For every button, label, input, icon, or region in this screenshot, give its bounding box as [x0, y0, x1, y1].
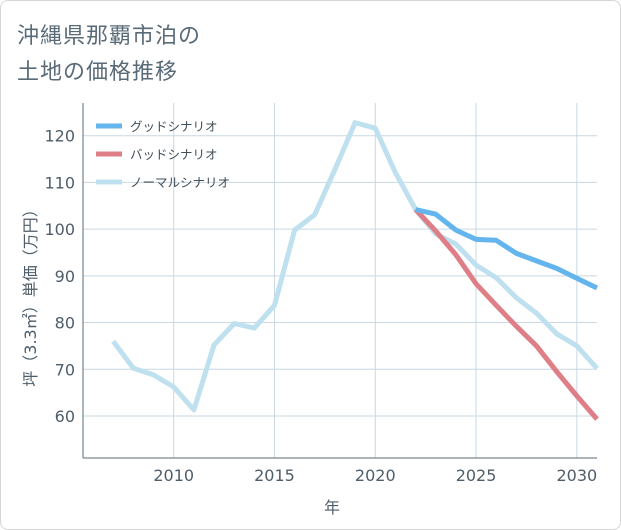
x-tick-label-2010: 2010 [153, 466, 194, 485]
legend-label-normal: ノーマルシナリオ [130, 175, 230, 190]
y-tick-label-70: 70 [55, 360, 75, 379]
y-tick-label-100: 100 [44, 220, 75, 239]
y-tick-label-110: 110 [44, 173, 75, 192]
y-tick-label-90: 90 [55, 267, 75, 286]
y-tick-label-120: 120 [44, 127, 75, 146]
tick-labels: 60 70 80 90 100 110 120 2010 2015 2020 2025 2030 [44, 127, 597, 485]
chart-title-line-1: 沖縄県那覇市泊の [17, 24, 202, 49]
x-tick-label-2020: 2020 [355, 466, 396, 485]
x-tick-label-2015: 2015 [254, 466, 295, 485]
axes [82, 103, 597, 459]
x-axis-label: 年 [324, 498, 340, 517]
series-lines [111, 120, 599, 421]
x-tick-label-2025: 2025 [456, 466, 497, 485]
legend-label-good: グッドシナリオ [130, 119, 218, 134]
y-tick-label-60: 60 [55, 407, 75, 426]
series-line-good [415, 207, 599, 291]
legend-label-bad: バッドシナリオ [130, 147, 218, 162]
y-tick-label-80: 80 [55, 314, 75, 333]
series-line-normal [111, 120, 599, 413]
y-axis-label: 坪（3.3㎡）単価（万円） [21, 201, 40, 386]
chart-title-line-2: 土地の価格推移 [17, 60, 179, 85]
series-line-bad [413, 207, 599, 421]
x-tick-label-2030: 2030 [556, 466, 597, 485]
